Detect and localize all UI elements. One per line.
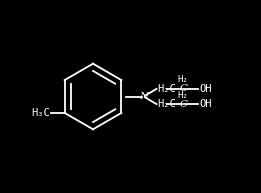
Text: OH: OH xyxy=(199,99,212,109)
Text: H₂: H₂ xyxy=(178,91,188,100)
Text: H₂: H₂ xyxy=(178,75,188,84)
Text: H₃C: H₃C xyxy=(31,108,50,118)
Text: H₂C: H₂C xyxy=(157,99,176,109)
Text: C: C xyxy=(179,100,187,109)
Text: C: C xyxy=(179,84,187,93)
Text: H₂C: H₂C xyxy=(157,84,176,94)
Text: N: N xyxy=(139,92,148,101)
Text: OH: OH xyxy=(199,84,212,94)
